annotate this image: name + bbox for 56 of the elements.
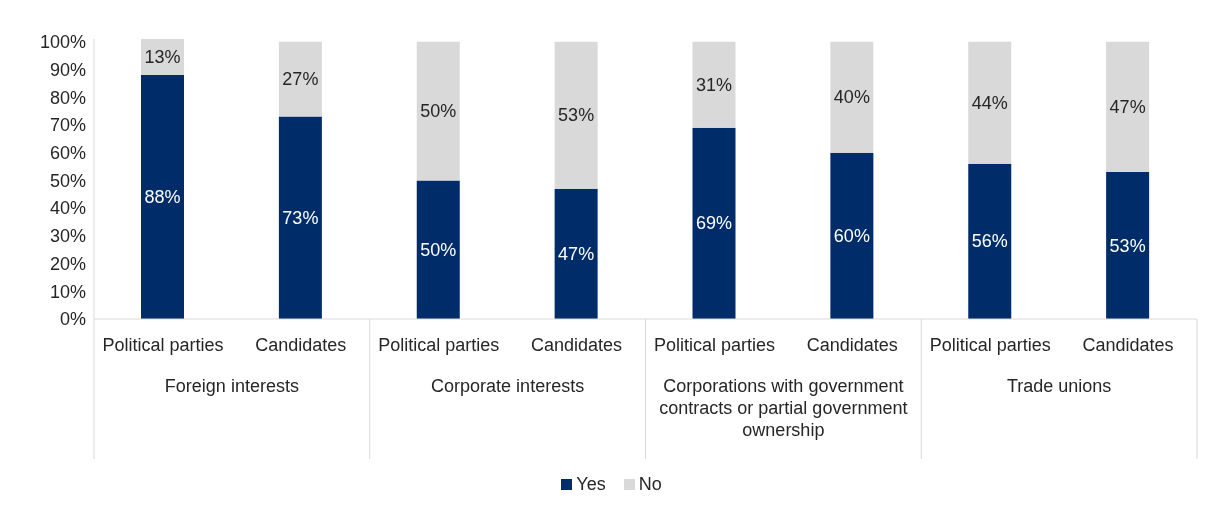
data-label: 50% (420, 239, 457, 260)
y-tick-label: 20% (49, 253, 86, 274)
text: Trade unions (1006, 376, 1112, 396)
data-label: 88% (144, 187, 181, 208)
bar (278, 116, 322, 319)
bar (141, 75, 184, 319)
bar (416, 41, 460, 181)
bar (830, 41, 874, 153)
y-tick-label: 40% (49, 198, 86, 219)
bar (278, 41, 322, 117)
y-tick-label: 60% (49, 143, 86, 164)
legend-label: Yes (575, 474, 606, 495)
y-tick-label: 70% (49, 115, 86, 136)
bar (968, 41, 1012, 164)
x-tick-label: Political parties (929, 335, 1051, 355)
text: Foreign interests (164, 376, 299, 396)
bar (968, 163, 1012, 319)
data-label: 73% (282, 207, 319, 228)
x-tick-label: Candidates (806, 335, 898, 355)
x-tick-label: Candidates (531, 335, 623, 355)
data-label: 56% (971, 231, 1008, 252)
y-tick-label: 80% (49, 87, 86, 108)
bar (1106, 172, 1150, 319)
bar (554, 41, 598, 189)
data-label: 53% (1109, 235, 1146, 256)
y-tick-label: 30% (49, 226, 86, 247)
data-label: 50% (420, 101, 457, 122)
data-label: 47% (1109, 96, 1146, 117)
y-tick-label: 0% (59, 309, 86, 330)
bar (692, 41, 736, 128)
text: Corporations with government contracts or partial government ownership (659, 376, 908, 440)
bar (554, 188, 598, 319)
data-label: 31% (695, 74, 733, 95)
y-tick-label: 100% (39, 32, 86, 53)
x-tick-label: Candidates (255, 335, 347, 355)
x-tick-label: Political parties (653, 335, 775, 355)
data-label: 69% (695, 213, 733, 234)
x-tick-label: Political parties (378, 335, 500, 355)
y-tick-label: 90% (49, 59, 86, 80)
data-label: 53% (558, 105, 595, 126)
y-tick-label: 10% (49, 281, 86, 302)
data-label: 27% (282, 69, 319, 90)
y-tick-label: 50% (49, 170, 86, 191)
data-label: 60% (833, 225, 870, 246)
text: Corporate interests (431, 376, 585, 396)
data-label: 44% (971, 92, 1008, 113)
data-label: 13% (144, 47, 181, 68)
legend-label: No (637, 474, 662, 495)
bar (416, 180, 460, 319)
bar (692, 127, 736, 319)
bar (1106, 41, 1150, 173)
bar (830, 152, 874, 319)
x-tick-label: Political parties (102, 335, 224, 355)
x-tick-label: Candidates (1082, 335, 1174, 355)
data-label: 40% (833, 87, 870, 108)
data-label: 47% (558, 243, 595, 264)
